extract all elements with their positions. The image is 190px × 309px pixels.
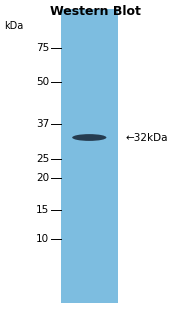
Ellipse shape — [72, 134, 106, 141]
Text: Western Blot: Western Blot — [50, 5, 140, 18]
Text: 10: 10 — [36, 235, 49, 244]
Text: 25: 25 — [36, 154, 49, 164]
Bar — [61, 9, 118, 303]
Text: 75: 75 — [36, 43, 49, 53]
Text: 50: 50 — [36, 77, 49, 87]
Text: 15: 15 — [36, 205, 49, 215]
Text: 20: 20 — [36, 173, 49, 183]
Text: 37: 37 — [36, 119, 49, 129]
Text: kDa: kDa — [4, 21, 23, 31]
Text: ←32kDa: ←32kDa — [125, 133, 168, 142]
